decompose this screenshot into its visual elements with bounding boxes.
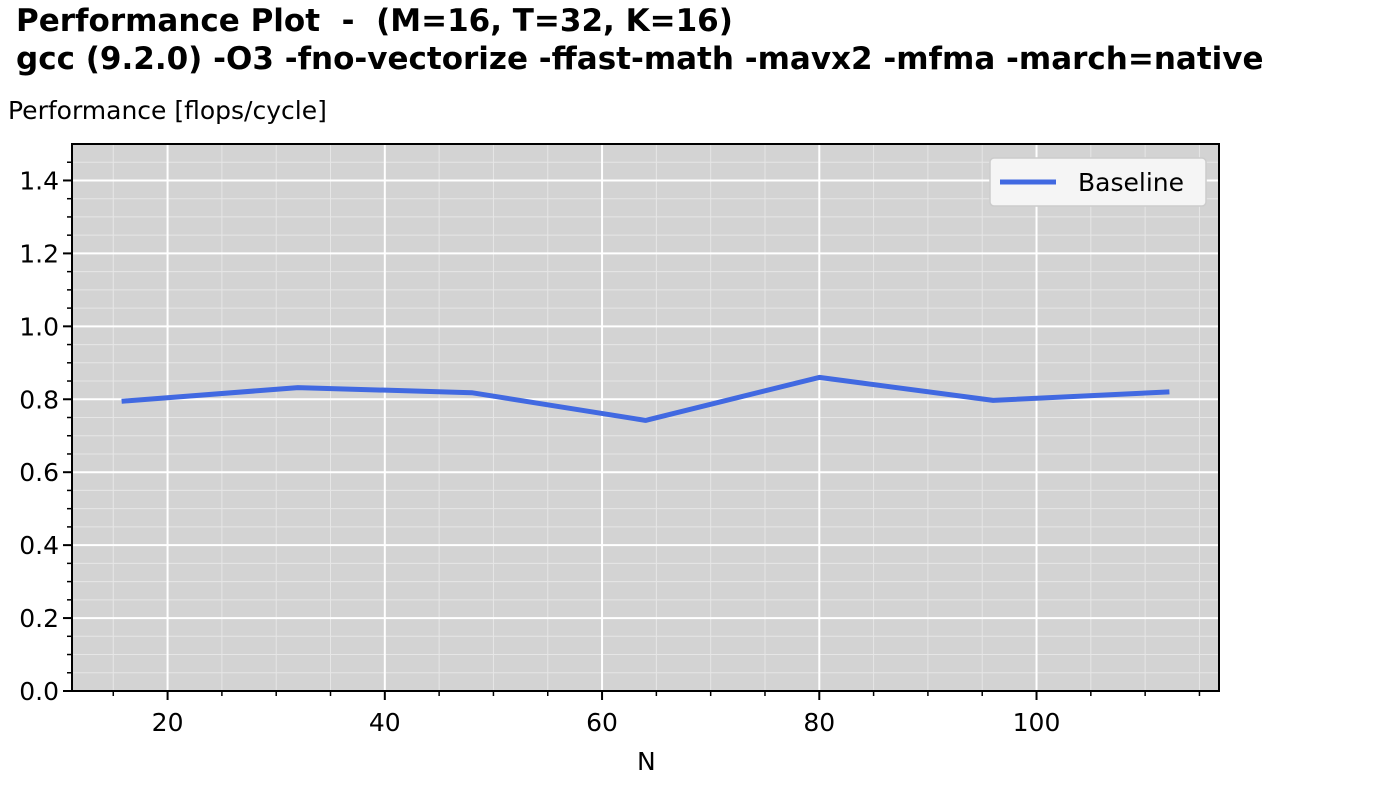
y-tick-label: 0.2 [19,604,59,633]
series-layer [121,374,1170,423]
x-axis-label: N [637,747,656,776]
y-tick-label: 0.6 [19,458,59,487]
y-tick-label: 1.0 [19,312,59,341]
series-line-baseline [121,374,1170,423]
y-tick-label: 1.4 [19,166,59,195]
chart-title: Performance Plot - (M=16, T=32, K=16) gcc… [16,2,1264,78]
x-tick-label: 60 [586,708,618,737]
chart-title-line2: gcc (9.2.0) -O3 -fno-vectorize -ffast-ma… [16,41,1264,77]
y-axis-label: Performance [flops/cycle] [8,96,327,125]
legend: Baseline [989,157,1207,207]
legend-box [989,157,1207,207]
tick-labels: 20 40 60 80 100 0.0 0.2 0.4 0.6 0.8 1.0 1.2 1.4 [19,166,1060,737]
axis-ticks [63,161,1201,700]
x-tick-label: 80 [803,708,835,737]
y-tick-label: 1.2 [19,239,59,268]
y-tick-label: 0.4 [19,531,59,560]
legend-label: Baseline [1078,168,1184,197]
y-tick-label: 0.0 [19,677,59,706]
chart-title-line1: Performance Plot - (M=16, T=32, K=16) [16,3,733,39]
x-tick-label: 100 [1013,708,1061,737]
x-tick-label: 20 [152,708,184,737]
x-tick-label: 40 [369,708,401,737]
y-tick-label: 0.8 [19,385,59,414]
